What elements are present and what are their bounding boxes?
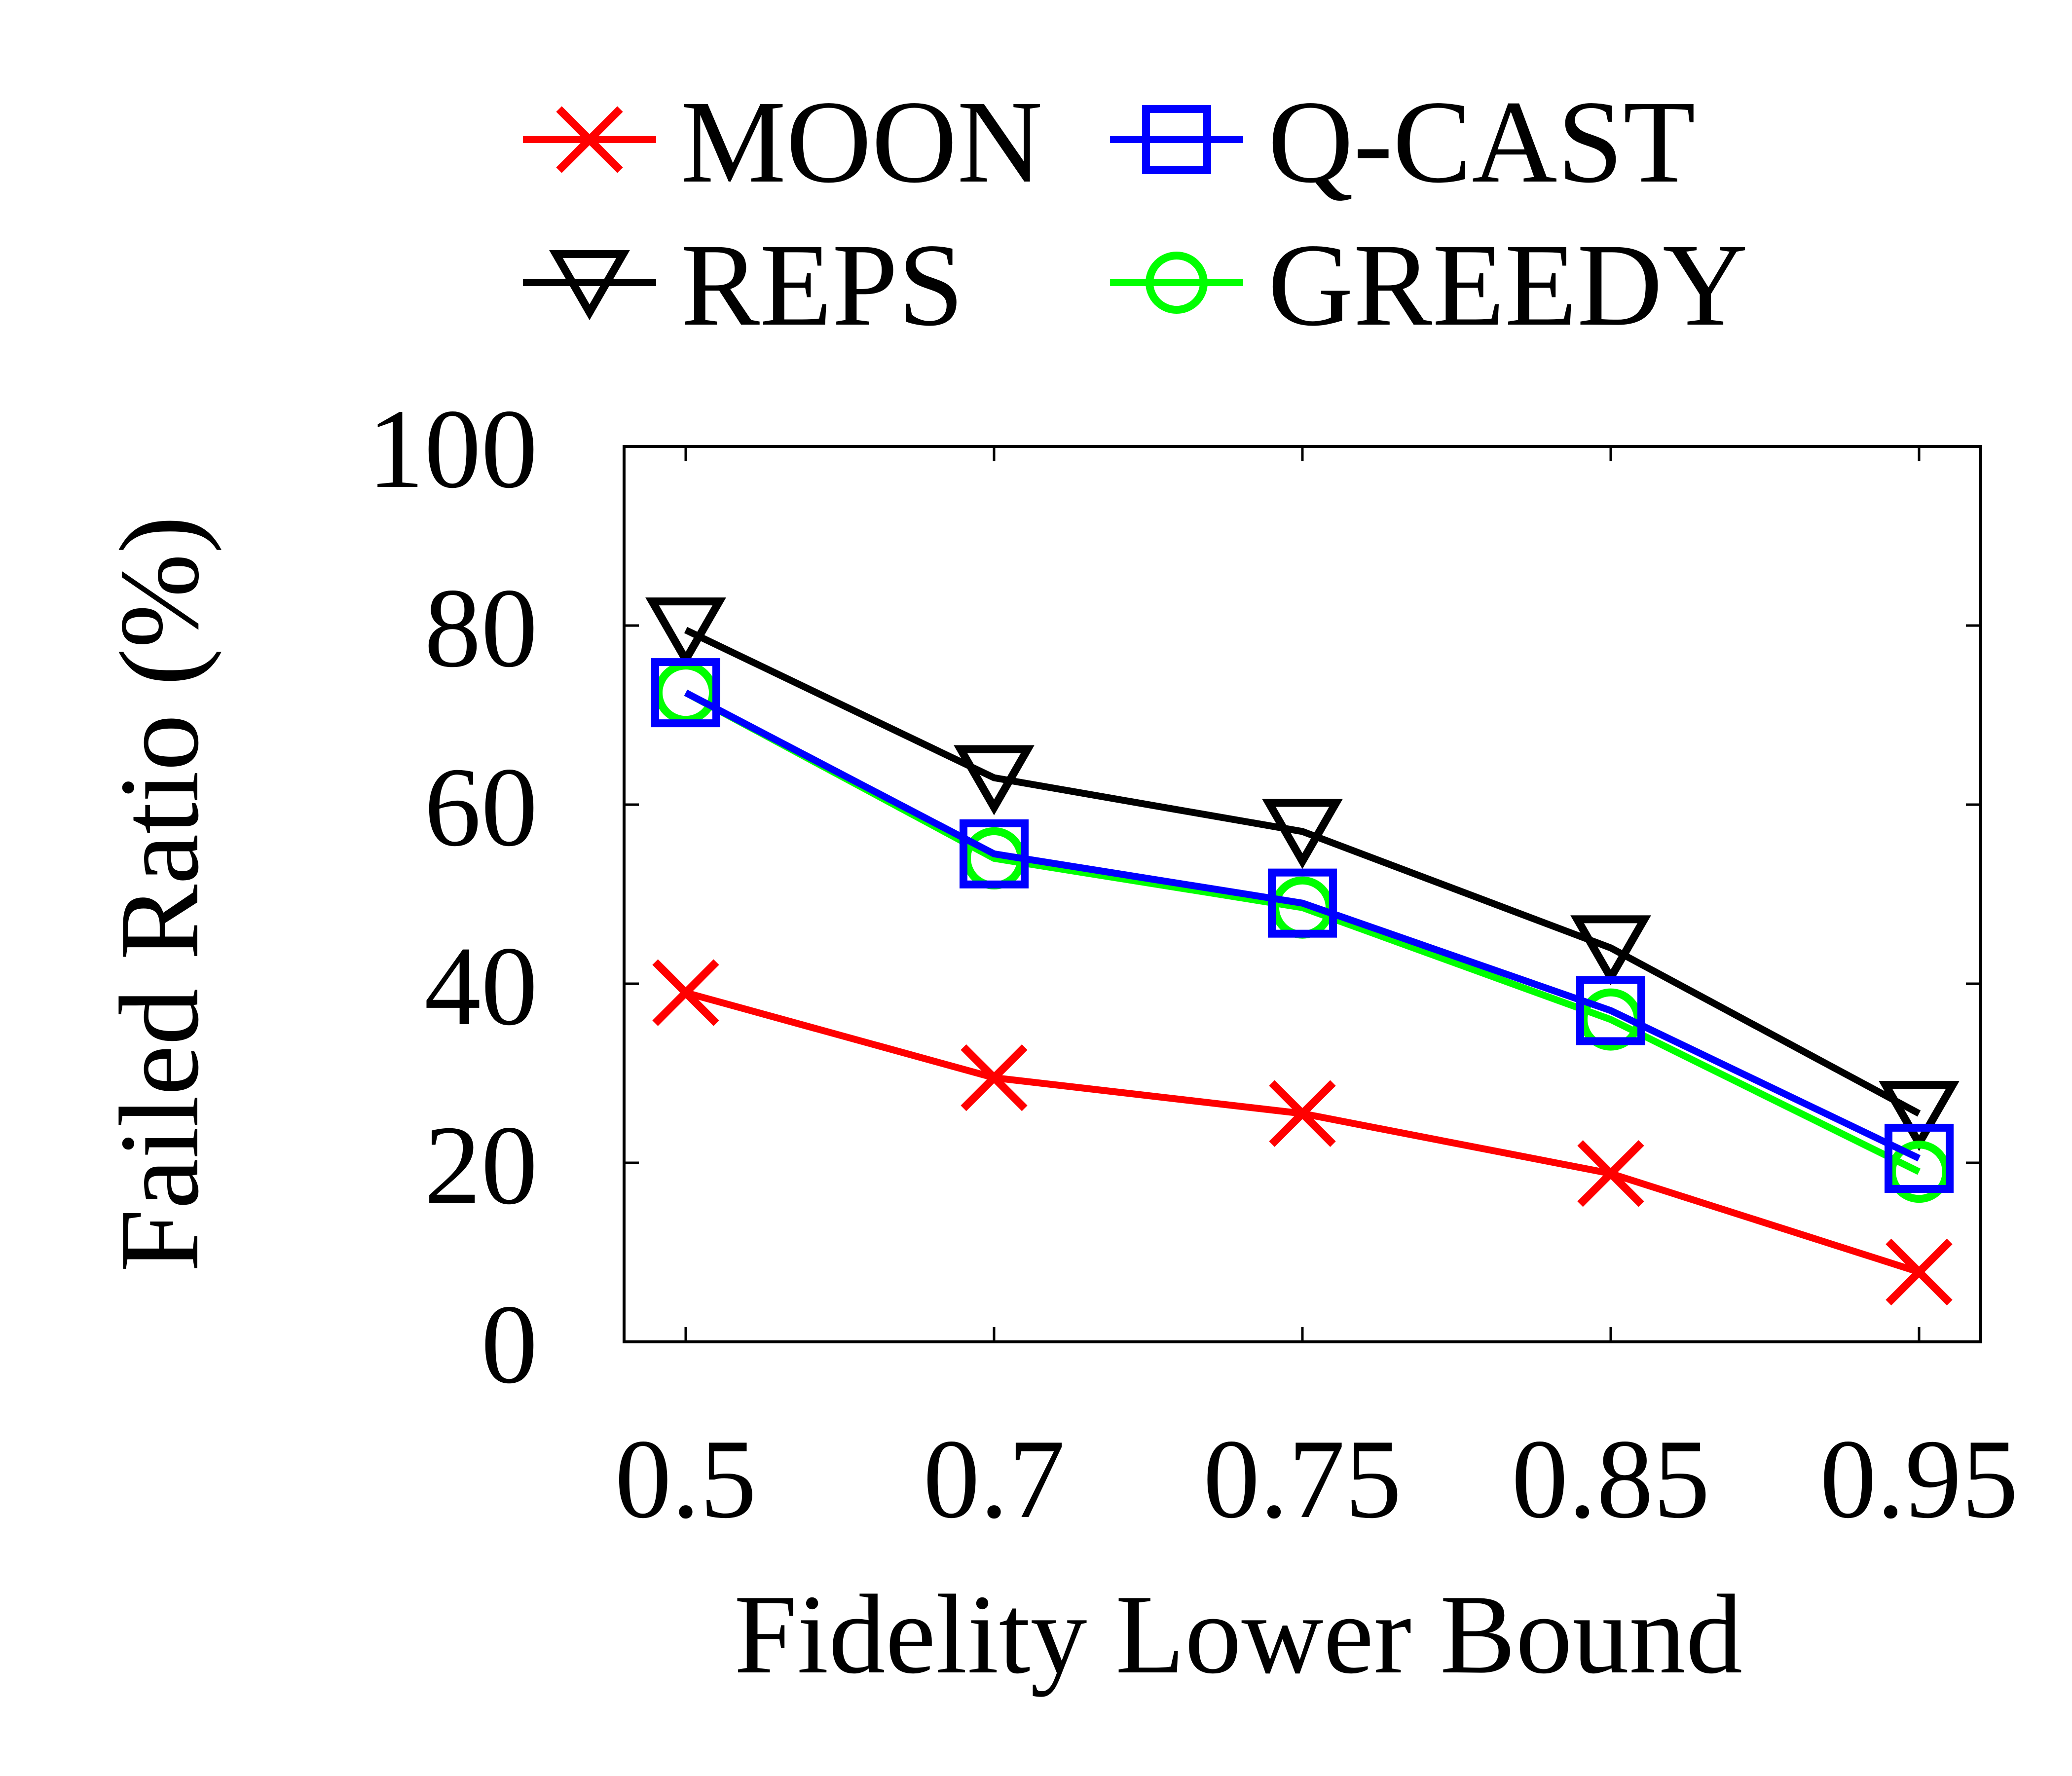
x-tick-label: 0.95 — [1820, 1416, 2019, 1542]
data-point-reps — [1570, 915, 1651, 986]
data-point-reps — [1879, 1081, 1960, 1151]
legend-label-moon: MOON — [681, 76, 1042, 207]
y-tick-label: 0 — [481, 1281, 538, 1407]
legend-label-greedy: GREEDY — [1268, 219, 1748, 350]
x-tick-label: 0.7 — [923, 1416, 1065, 1542]
legend-item-moon: MOON — [523, 76, 1042, 207]
series-moon — [652, 959, 1953, 1306]
y-tick-label: 60 — [424, 744, 538, 870]
data-point-reps — [645, 597, 726, 668]
legend-label-q-cast: Q-CAST — [1268, 76, 1696, 207]
x-tick-label: 0.75 — [1203, 1416, 1402, 1542]
legend-marker-moon — [556, 106, 623, 173]
data-point-moon — [1577, 1140, 1644, 1207]
y-tick-label: 20 — [424, 1102, 538, 1228]
data-point-q-cast — [1576, 976, 1645, 1045]
data-point-q-cast — [1268, 868, 1337, 938]
data-point-q-cast — [960, 819, 1029, 888]
data-point-q-cast — [1885, 1123, 1954, 1193]
x-axis-ticks: 0.5 0.7 0.75 0.85 0.95 — [615, 446, 2018, 1542]
y-tick-label: 40 — [424, 923, 538, 1049]
axes: 0 20 40 60 80 100 0.5 0.7 0.75 0.85 0.95 Failed R… — [96, 386, 2018, 1697]
data-point-moon — [961, 1044, 1028, 1111]
x-tick-label: 0.85 — [1512, 1416, 1710, 1542]
data-point-moon — [1886, 1238, 1953, 1306]
legend-item-greedy: GREEDY — [1110, 219, 1748, 350]
y-tick-label: 100 — [368, 386, 538, 512]
legend-label-reps: REPS — [681, 219, 964, 350]
legend: MOON Q-CAST REPS GREEDY — [523, 76, 1748, 350]
y-axis-label: Failed Ratio (%) — [96, 516, 222, 1272]
legend-marker-greedy — [1146, 252, 1208, 314]
x-axis-label: Fidelity Lower Bound — [734, 1571, 1742, 1697]
y-tick-label: 80 — [424, 565, 538, 691]
data-point-q-cast — [651, 658, 720, 728]
series-layer — [645, 597, 1960, 1306]
legend-item-q-cast: Q-CAST — [1110, 76, 1696, 207]
series-reps — [645, 597, 1960, 1151]
data-point-reps — [954, 745, 1035, 815]
data-point-reps — [1262, 799, 1343, 869]
legend-marker-q-cast — [1142, 105, 1211, 174]
legend-marker-reps — [549, 250, 630, 321]
series-line-moon — [685, 989, 1921, 1276]
data-point-moon — [652, 959, 719, 1026]
plot-frame — [623, 445, 1982, 1343]
x-tick-label: 0.5 — [615, 1416, 757, 1542]
legend-item-reps: REPS — [523, 219, 964, 350]
series-line-q-cast — [684, 689, 1921, 1162]
data-point-moon — [1269, 1080, 1336, 1147]
y-axis-ticks: 0 20 40 60 80 100 — [368, 386, 1981, 1407]
series-line-reps — [684, 627, 1921, 1117]
series-q-cast — [651, 658, 1954, 1193]
